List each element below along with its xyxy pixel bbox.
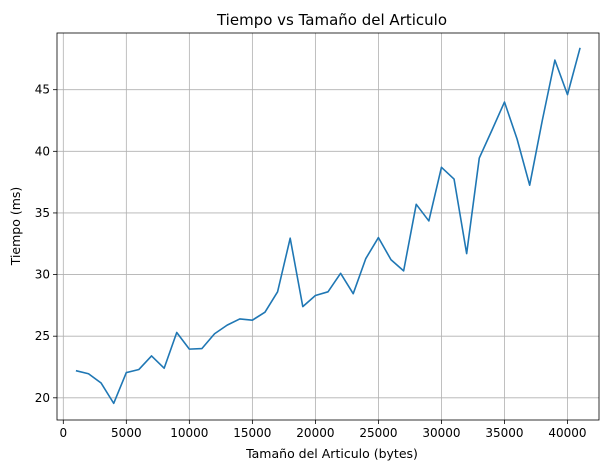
x-tick-label: 5000 xyxy=(111,426,142,440)
series-line xyxy=(75,47,581,405)
y-tick-label: 35 xyxy=(35,206,50,220)
x-axis-ticks: 0 5000 10000 15000 20000 25000 30000 35000 40000 xyxy=(59,420,587,440)
y-tick-label: 25 xyxy=(35,329,50,343)
y-tick-label: 40 xyxy=(35,144,50,158)
x-tick-label: 35000 xyxy=(485,426,523,440)
y-tick-label: 20 xyxy=(35,391,50,405)
series-group xyxy=(75,47,581,405)
x-tick-label: 40000 xyxy=(548,426,586,440)
y-tick-label: 45 xyxy=(35,83,50,97)
x-tick-label: 20000 xyxy=(296,426,334,440)
x-tick-label: 25000 xyxy=(359,426,397,440)
x-tick-label: 30000 xyxy=(422,426,460,440)
x-axis-label: Tamaño del Articulo (bytes) xyxy=(245,446,418,461)
chart-title: Tiempo vs Tamaño del Articulo xyxy=(216,11,447,29)
x-tick-label: 10000 xyxy=(170,426,208,440)
x-tick-label: 15000 xyxy=(233,426,271,440)
plot-area-frame xyxy=(56,32,600,421)
grid-lines xyxy=(57,33,599,420)
y-tick-label: 30 xyxy=(35,268,50,282)
y-axis-label: Tiempo (ms) xyxy=(8,187,23,267)
x-tick-label: 0 xyxy=(59,426,67,440)
y-axis-ticks: 20 25 30 35 40 45 xyxy=(35,83,57,405)
